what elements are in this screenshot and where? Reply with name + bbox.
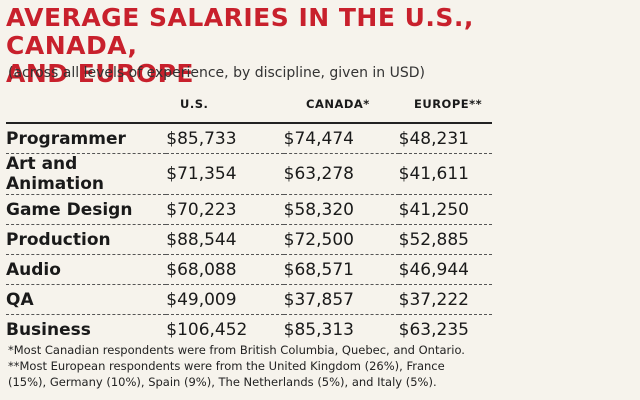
table-row: QA $49,009 $37,857 $37,222 xyxy=(6,284,492,315)
salary-canada: $58,320 xyxy=(283,194,399,225)
chart-subtitle: (across all levels of experience, by dis… xyxy=(8,65,425,81)
salary-europe: $41,250 xyxy=(398,194,492,225)
column-header-canada: CANADA* xyxy=(306,97,370,111)
table-row: Business $106,452 $85,313 $63,235 xyxy=(6,314,492,344)
salary-canada: $85,313 xyxy=(283,314,399,344)
salary-us: $70,223 xyxy=(166,194,284,225)
salary-canada: $72,500 xyxy=(283,224,399,255)
salary-us: $88,544 xyxy=(166,224,284,255)
table-row: Audio $68,088 $68,571 $46,944 xyxy=(6,254,492,285)
salary-europe: $46,944 xyxy=(398,254,492,285)
discipline-label: Art and Animation xyxy=(6,153,167,195)
salary-canada: $63,278 xyxy=(283,153,399,195)
salary-canada: $37,857 xyxy=(283,284,399,315)
discipline-label: Audio xyxy=(6,254,167,285)
salary-europe: $41,611 xyxy=(398,153,492,195)
salary-us: $68,088 xyxy=(166,254,284,285)
discipline-label: Production xyxy=(6,224,167,255)
title-line-1: AVERAGE SALARIES IN THE U.S., CANADA, xyxy=(6,3,474,60)
salary-us: $106,452 xyxy=(166,314,284,344)
title-line-2: AND EUROPE xyxy=(6,59,195,88)
discipline-label: QA xyxy=(6,284,167,315)
discipline-label: Programmer xyxy=(6,122,167,154)
salary-us: $85,733 xyxy=(166,122,284,154)
footnote-canada: *Most Canadian respondents were from Bri… xyxy=(8,343,465,357)
salary-us: $71,354 xyxy=(166,153,284,195)
discipline-label: Game Design xyxy=(6,194,167,225)
table-row: Art and Animation $71,354 $63,278 $41,611 xyxy=(6,153,492,195)
table-row: Production $88,544 $72,500 $52,885 xyxy=(6,224,492,255)
column-header-europe: EUROPE** xyxy=(414,97,483,111)
salary-europe: $37,222 xyxy=(398,284,492,315)
salary-table-body: Programmer $85,733 $74,474 $48,231 Art and A… xyxy=(6,122,492,344)
chart-title: AVERAGE SALARIES IN THE U.S., CANADA, AN… xyxy=(6,4,566,88)
salary-europe: $63,235 xyxy=(398,314,492,344)
table-row: Game Design $70,223 $58,320 $41,250 xyxy=(6,194,492,225)
salary-table: Programmer $85,733 $74,474 $48,231 Art and A… xyxy=(6,122,492,344)
salary-us: $49,009 xyxy=(166,284,284,315)
salary-europe: $52,885 xyxy=(398,224,492,255)
footnotes: *Most Canadian respondents were from Bri… xyxy=(8,342,608,390)
salary-canada: $74,474 xyxy=(283,122,399,154)
table-row: Programmer $85,733 $74,474 $48,231 xyxy=(6,122,492,154)
column-header-us: U.S. xyxy=(180,97,209,111)
salary-europe: $48,231 xyxy=(398,122,492,154)
salary-canada: $68,571 xyxy=(283,254,399,285)
footnote-europe-line-1: **Most European respondents were from th… xyxy=(8,359,445,373)
footnote-europe-line-2: (15%), Germany (10%), Spain (9%), The Ne… xyxy=(8,375,437,389)
discipline-label: Business xyxy=(6,314,167,344)
